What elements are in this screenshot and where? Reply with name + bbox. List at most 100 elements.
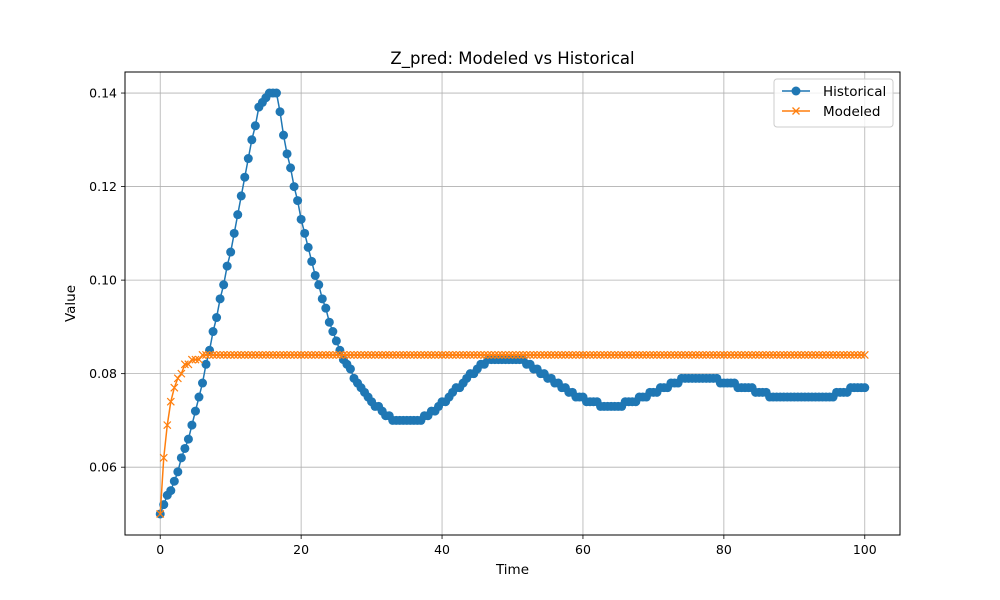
modeled-point — [441, 350, 450, 359]
modeled-point — [765, 350, 774, 359]
modeled-point — [814, 350, 824, 359]
legend-historical-label: Historical — [823, 84, 886, 100]
modeled-point — [800, 350, 809, 359]
modeled-point — [550, 350, 559, 359]
modeled-point — [233, 350, 242, 359]
modeled-point — [793, 350, 802, 359]
modeled-point — [300, 350, 309, 359]
modeled-point — [392, 350, 401, 359]
modeled-point — [497, 350, 506, 359]
grid — [125, 72, 900, 535]
modeled-point — [628, 350, 637, 359]
modeled-point — [244, 350, 253, 359]
modeled-point — [163, 421, 172, 430]
modeled-point — [638, 350, 647, 359]
modeled-point — [726, 350, 735, 359]
plot-frame — [124, 71, 901, 536]
modeled-point — [702, 350, 711, 359]
modeled-point — [748, 350, 757, 359]
modeled-point — [582, 350, 591, 359]
modeled-point — [156, 509, 165, 518]
modeled-point — [427, 350, 436, 359]
y-tick-label: 0.06 — [89, 460, 117, 475]
modeled-point — [575, 350, 584, 359]
historical-point — [860, 383, 870, 393]
historical-point — [282, 149, 292, 159]
modeled-point — [857, 350, 866, 359]
historical-point — [215, 294, 225, 304]
modeled-point — [821, 350, 831, 359]
modeled-point — [462, 350, 471, 359]
modeled-point — [399, 350, 408, 359]
historical-point — [328, 327, 338, 337]
modeled-point — [804, 350, 813, 359]
modeled-point — [328, 350, 337, 359]
modeled-point — [201, 350, 211, 359]
historical-point — [247, 135, 257, 145]
modeled-point — [786, 350, 795, 359]
modeled-point — [526, 350, 535, 359]
modeled-point — [438, 350, 447, 359]
modeled-point — [603, 350, 612, 359]
modeled-point — [652, 350, 661, 359]
modeled-point — [670, 350, 679, 359]
modeled-point — [776, 350, 785, 359]
modeled-point — [487, 350, 496, 359]
y-tick-label: 0.08 — [89, 366, 117, 381]
modeled-point — [293, 350, 302, 359]
modeled-point — [173, 374, 182, 383]
modeled-point — [543, 350, 552, 359]
modeled-point — [585, 350, 595, 359]
historical-point — [275, 107, 285, 117]
modeled-point — [198, 350, 207, 359]
modeled-point — [318, 350, 327, 359]
modeled-point — [275, 350, 285, 359]
historical-point — [243, 154, 253, 164]
series-modeled — [156, 350, 869, 518]
x-tick-label: 0 — [156, 542, 164, 557]
x-tick-label: 20 — [293, 542, 309, 557]
historical-point — [286, 163, 296, 173]
modeled-point — [445, 350, 454, 359]
modeled-point — [170, 383, 179, 392]
modeled-point — [388, 350, 397, 359]
modeled-point — [519, 350, 528, 359]
modeled-point — [695, 350, 704, 359]
modeled-point — [332, 350, 341, 359]
modeled-point — [381, 350, 390, 359]
modeled-point — [807, 350, 816, 359]
historical-point — [310, 270, 320, 280]
modeled-point — [209, 350, 218, 359]
modeled-point — [511, 350, 521, 359]
historical-point — [331, 336, 341, 346]
historical-point — [236, 191, 246, 201]
modeled-point — [557, 350, 566, 359]
modeled-point — [455, 350, 464, 359]
modeled-point — [378, 350, 387, 359]
modeled-point — [631, 350, 640, 359]
modeled-point — [540, 350, 549, 359]
modeled-point — [624, 350, 633, 359]
modeled-point — [159, 453, 168, 462]
modeled-point — [561, 350, 570, 359]
modeled-point — [371, 350, 380, 359]
modeled-point — [272, 350, 281, 359]
modeled-point — [663, 350, 672, 359]
modeled-point — [416, 350, 425, 359]
historical-point — [222, 261, 232, 271]
modeled-point — [751, 350, 760, 359]
modeled-point — [688, 350, 697, 359]
historical-point — [271, 88, 281, 98]
modeled-point — [279, 350, 288, 359]
x-tick-label: 60 — [575, 542, 591, 557]
modeled-point — [568, 350, 577, 359]
modeled-point — [356, 350, 366, 359]
modeled-point — [483, 350, 492, 359]
modeled-point — [649, 350, 658, 359]
modeled-point — [413, 350, 422, 359]
y-axis-label: Value — [63, 285, 79, 322]
modeled-point — [283, 350, 292, 359]
historical-point — [169, 476, 179, 486]
modeled-point — [473, 350, 482, 359]
